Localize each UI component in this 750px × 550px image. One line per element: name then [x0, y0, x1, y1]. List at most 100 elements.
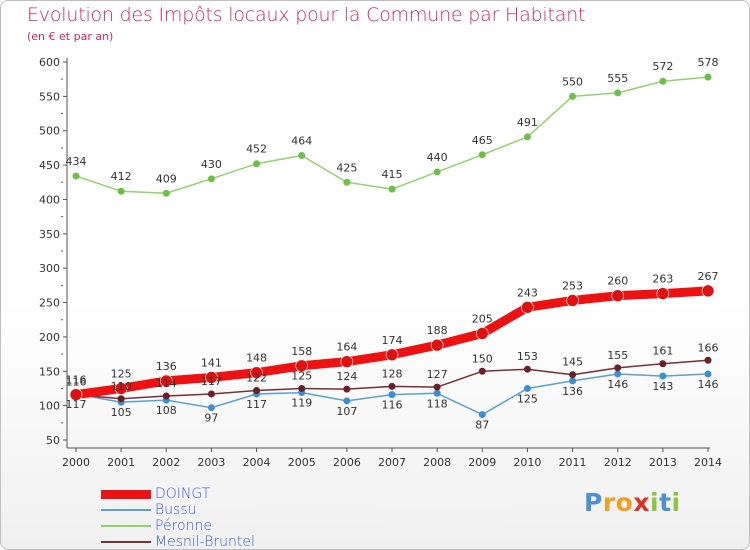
data-label-péronne: 465: [472, 134, 493, 147]
data-label-doingt: 125: [111, 367, 132, 380]
data-label-mesnil-bruntel: 153: [517, 350, 538, 363]
data-label-mesnil-bruntel: 166: [698, 341, 719, 354]
y-tick-label: 350: [39, 228, 60, 241]
data-label-doingt: 136: [156, 360, 177, 373]
data-point-doingt: [701, 284, 715, 298]
data-label-péronne: 440: [427, 151, 448, 164]
y-tick-label: 400: [39, 193, 60, 206]
data-label-doingt: 158: [291, 345, 312, 358]
data-label-doingt: 174: [382, 334, 403, 347]
data-point-mesnil-bruntel: [523, 365, 531, 373]
data-point-mesnil-bruntel: [433, 383, 441, 391]
x-tick-label: 2006: [333, 456, 361, 469]
data-point-péronne: [162, 189, 170, 197]
data-label-doingt: 260: [607, 275, 628, 288]
data-point-péronne: [614, 89, 622, 97]
x-tick-label: 2012: [604, 456, 632, 469]
data-label-mesnil-bruntel: 114: [156, 377, 177, 390]
data-label-mesnil-bruntel: 124: [336, 370, 357, 383]
data-point-mesnil-bruntel: [569, 371, 577, 379]
x-tick-label: 2010: [513, 456, 541, 469]
x-tick-label: 2004: [243, 456, 271, 469]
chart-subtitle: (en € et par an): [27, 30, 114, 43]
data-point-péronne: [343, 178, 351, 186]
data-point-doingt: [340, 355, 354, 368]
data-label-mesnil-bruntel: 155: [607, 349, 628, 362]
data-point-mesnil-bruntel: [343, 385, 351, 393]
data-label-péronne: 452: [246, 143, 267, 156]
data-point-bussu: [523, 384, 531, 392]
data-label-péronne: 572: [652, 60, 673, 73]
data-label-doingt: 253: [562, 279, 583, 292]
data-label-péronne: 430: [201, 158, 222, 171]
legend-swatch: [101, 541, 151, 543]
data-label-mesnil-bruntel: 161: [652, 345, 673, 358]
x-tick-label: 2008: [423, 456, 451, 469]
legend-label: Péronne: [155, 518, 212, 534]
data-label-doingt: 164: [336, 341, 357, 354]
data-point-péronne: [298, 151, 306, 159]
data-label-mesnil-bruntel: 110: [111, 380, 132, 393]
data-point-mesnil-bruntel: [162, 392, 170, 400]
x-tick-label: 2014: [694, 456, 722, 469]
y-tick-label: 200: [39, 331, 60, 344]
x-tick-label: 2013: [649, 456, 677, 469]
logo-letter: x: [633, 488, 650, 517]
x-tick-label: 2011: [559, 456, 587, 469]
data-point-bussu: [614, 370, 622, 378]
data-label-bussu: 119: [291, 397, 312, 410]
logo-letter: i: [650, 488, 660, 517]
data-label-doingt: 243: [517, 286, 538, 299]
data-point-péronne: [704, 73, 712, 81]
data-point-doingt: [656, 287, 670, 300]
chart-title: Evolution des Impôts locaux pour la Comm…: [27, 4, 586, 26]
y-tick-label: 300: [39, 262, 60, 275]
data-point-péronne: [569, 92, 577, 100]
data-point-doingt: [566, 294, 579, 307]
data-point-doingt: [385, 348, 399, 362]
legend-swatch: [101, 490, 151, 499]
data-point-bussu: [388, 391, 396, 399]
data-point-doingt: [69, 388, 83, 401]
data-point-péronne: [207, 175, 215, 183]
data-point-péronne: [478, 151, 486, 159]
data-label-mesnil-bruntel: 117: [201, 375, 222, 388]
data-label-mesnil-bruntel: 122: [246, 372, 267, 385]
data-label-bussu: 107: [336, 405, 357, 418]
data-label-mesnil-bruntel: 116: [66, 376, 87, 389]
y-tick-label: 500: [39, 125, 60, 138]
data-point-péronne: [72, 172, 80, 180]
data-point-bussu: [569, 377, 577, 385]
data-label-bussu: 118: [427, 397, 448, 410]
data-point-mesnil-bruntel: [614, 364, 622, 372]
data-label-bussu: 146: [607, 378, 628, 391]
data-point-péronne: [117, 187, 125, 195]
legend-swatch: [101, 525, 151, 527]
y-tick-label: 450: [39, 159, 60, 172]
data-label-péronne: 434: [66, 155, 87, 168]
data-label-doingt: 188: [427, 324, 448, 337]
data-label-mesnil-bruntel: 150: [472, 352, 493, 365]
y-tick-label: 50: [46, 434, 60, 447]
data-point-bussu: [478, 411, 486, 419]
legend-label: Bussu: [155, 502, 197, 518]
data-point-mesnil-bruntel: [207, 390, 215, 398]
data-label-péronne: 409: [156, 172, 177, 185]
data-label-péronne: 578: [698, 56, 719, 69]
x-tick-label: 2003: [197, 456, 225, 469]
data-point-bussu: [704, 370, 712, 378]
data-point-péronne: [523, 133, 531, 141]
data-label-péronne: 491: [517, 116, 538, 129]
x-tick-label: 2001: [107, 456, 135, 469]
data-label-bussu: 136: [562, 385, 583, 398]
data-point-mesnil-bruntel: [478, 367, 486, 375]
data-label-péronne: 464: [291, 134, 312, 147]
data-point-péronne: [659, 77, 667, 85]
data-point-péronne: [388, 185, 396, 193]
data-point-péronne: [433, 168, 441, 176]
data-label-bussu: 105: [111, 406, 132, 419]
data-point-bussu: [343, 397, 351, 405]
data-label-bussu: 116: [382, 399, 403, 412]
